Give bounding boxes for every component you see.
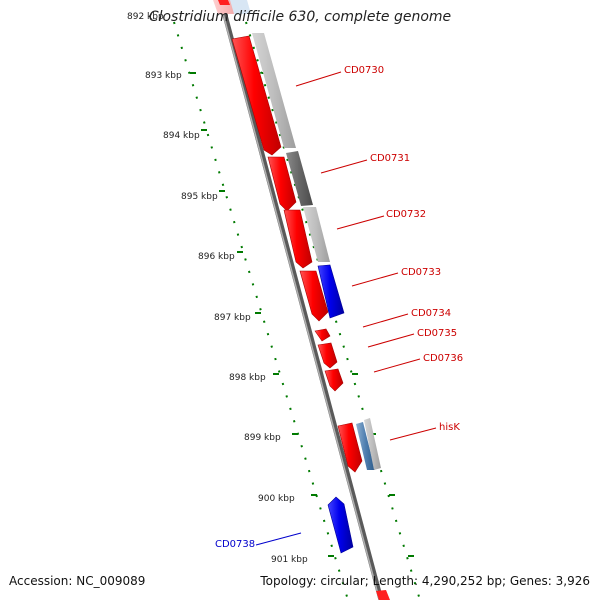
tick-label-892: 892 kbp (127, 12, 164, 22)
tick-label-893: 893 kbp (145, 71, 182, 81)
gene-label-cd0735[interactable]: CD0735 (417, 328, 457, 339)
gene-lightblue-partial-top (230, 0, 251, 14)
scale-dots (173, 21, 421, 600)
gene-cd0735[interactable] (317, 342, 338, 369)
gene-hisk[interactable] (337, 422, 363, 473)
label-leaders (255, 71, 437, 546)
gene-label-cd0732[interactable]: CD0732 (386, 209, 426, 220)
gene-label-cd0733[interactable]: CD0733 (401, 267, 441, 278)
gene-cd0730[interactable] (231, 35, 282, 156)
genome-stats: Topology: circular; Length: 4,290,252 bp… (260, 574, 590, 588)
tick-label-894: 894 kbp (163, 131, 200, 141)
gene-red-partial-top (218, 0, 230, 5)
tick-label-898: 898 kbp (229, 373, 266, 383)
tick-label-895: 895 kbp (181, 192, 218, 202)
gene-label-hisk[interactable]: hisK (439, 422, 460, 433)
tick-label-897: 897 kbp (214, 313, 251, 323)
gene-label-cd0734[interactable]: CD0734 (411, 308, 451, 319)
gene-hisk-gray (364, 418, 381, 470)
gene-cd0733-blue (317, 264, 345, 319)
gene-label-cd0736[interactable]: CD0736 (423, 353, 463, 364)
gene-cd0734[interactable] (314, 328, 331, 342)
gene-cd0731[interactable] (267, 156, 297, 212)
gene-hisk-steel (356, 422, 375, 470)
gene-label-cd0730[interactable]: CD0730 (344, 65, 384, 76)
gene-red-partial-bottom (376, 590, 390, 600)
gene-pink-partial (213, 0, 236, 14)
gene-cd0738[interactable] (327, 496, 354, 554)
tick-label-900: 900 kbp (258, 494, 295, 504)
gene-cd0736[interactable] (324, 368, 344, 392)
tick-label-901: 901 kbp (271, 555, 308, 565)
tick-label-899: 899 kbp (244, 433, 281, 443)
backbone (218, 0, 384, 600)
gene-label-cd0738[interactable]: CD0738 (215, 539, 255, 550)
tick-label-896: 896 kbp (198, 252, 235, 262)
gene-features (213, 0, 390, 600)
gene-cd0730-gray (252, 33, 296, 148)
gene-cd0731-gray (286, 151, 313, 206)
map-title: Clostridium difficile 630, complete geno… (148, 9, 452, 25)
gene-cd0732[interactable] (283, 209, 313, 269)
accession-label: Accession: NC_009089 (9, 574, 146, 588)
gene-label-cd0731[interactable]: CD0731 (370, 153, 410, 164)
gene-cd0733[interactable] (299, 270, 329, 322)
gene-cd0732-gray (303, 207, 330, 262)
